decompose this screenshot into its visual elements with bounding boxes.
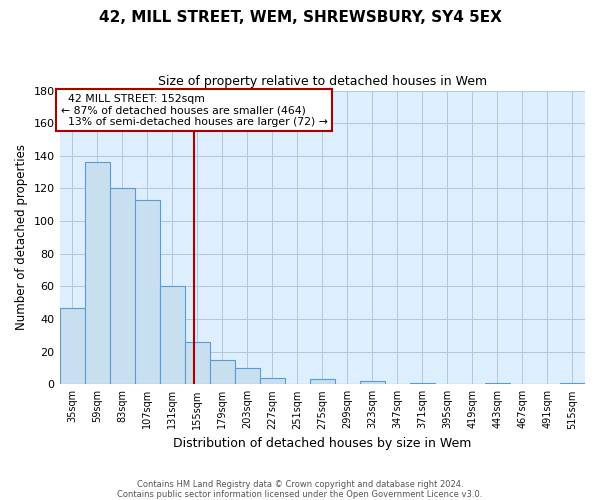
Text: 42, MILL STREET, WEM, SHREWSBURY, SY4 5EX: 42, MILL STREET, WEM, SHREWSBURY, SY4 5E… [98,10,502,25]
Bar [85,162,110,384]
Bar [485,382,510,384]
Bar [110,188,134,384]
Bar [410,382,435,384]
Bar [185,342,209,384]
Text: Contains HM Land Registry data © Crown copyright and database right 2024.
Contai: Contains HM Land Registry data © Crown c… [118,480,482,499]
Bar [59,308,85,384]
Bar [560,382,585,384]
Bar [310,380,335,384]
Y-axis label: Number of detached properties: Number of detached properties [15,144,28,330]
Bar [209,360,235,384]
Bar [235,368,260,384]
Bar [360,381,385,384]
Title: Size of property relative to detached houses in Wem: Size of property relative to detached ho… [158,75,487,88]
X-axis label: Distribution of detached houses by size in Wem: Distribution of detached houses by size … [173,437,472,450]
Text: 42 MILL STREET: 152sqm
← 87% of detached houses are smaller (464)
  13% of semi-: 42 MILL STREET: 152sqm ← 87% of detached… [61,94,328,127]
Bar [134,200,160,384]
Bar [160,286,185,384]
Bar [260,378,285,384]
